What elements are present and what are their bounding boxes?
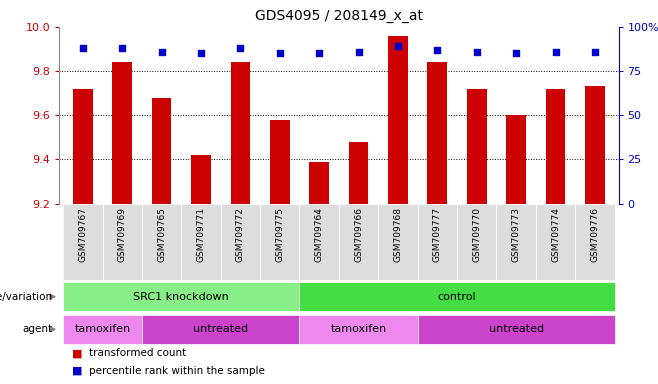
Text: transformed count: transformed count <box>89 348 186 358</box>
Text: ■: ■ <box>72 348 83 358</box>
Text: GSM709764: GSM709764 <box>315 207 324 262</box>
Bar <box>428 62 447 204</box>
Bar <box>388 36 408 204</box>
Point <box>117 45 128 51</box>
Bar <box>103 204 142 280</box>
Text: tamoxifen: tamoxifen <box>74 324 131 334</box>
Point <box>78 45 88 51</box>
Bar <box>545 89 565 204</box>
Bar <box>113 62 132 204</box>
Point <box>511 50 521 56</box>
Bar <box>191 155 211 204</box>
Title: GDS4095 / 208149_x_at: GDS4095 / 208149_x_at <box>255 9 423 23</box>
Text: genotype/variation: genotype/variation <box>0 291 53 302</box>
Bar <box>63 204 103 280</box>
Text: GSM709768: GSM709768 <box>393 207 403 262</box>
Text: GSM709769: GSM709769 <box>118 207 127 262</box>
Bar <box>230 62 250 204</box>
Text: GSM709774: GSM709774 <box>551 207 560 262</box>
Bar <box>299 314 418 344</box>
Bar <box>506 115 526 204</box>
Point <box>353 48 364 55</box>
Text: untreated: untreated <box>193 324 248 334</box>
Text: GSM709775: GSM709775 <box>275 207 284 262</box>
Point <box>235 45 245 51</box>
Point <box>472 48 482 55</box>
Point <box>274 50 285 56</box>
Text: GSM709767: GSM709767 <box>78 207 88 262</box>
Text: percentile rank within the sample: percentile rank within the sample <box>89 366 265 376</box>
Text: control: control <box>438 291 476 302</box>
Text: GSM709771: GSM709771 <box>197 207 205 262</box>
Text: GSM709765: GSM709765 <box>157 207 166 262</box>
Bar <box>63 314 142 344</box>
Text: GSM709766: GSM709766 <box>354 207 363 262</box>
Text: tamoxifen: tamoxifen <box>330 324 387 334</box>
Bar <box>349 142 368 204</box>
Point <box>590 48 600 55</box>
Bar <box>142 314 299 344</box>
Bar <box>182 204 220 280</box>
Bar <box>63 282 299 311</box>
Text: GSM709773: GSM709773 <box>512 207 520 262</box>
Point <box>195 50 206 56</box>
Bar <box>142 204 182 280</box>
Bar <box>575 204 615 280</box>
Bar <box>270 119 290 204</box>
Point <box>157 48 167 55</box>
Bar <box>73 89 93 204</box>
Text: GSM709777: GSM709777 <box>433 207 442 262</box>
Point <box>432 47 443 53</box>
Text: SRC1 knockdown: SRC1 knockdown <box>134 291 229 302</box>
Bar <box>260 204 299 280</box>
Text: GSM709770: GSM709770 <box>472 207 481 262</box>
Bar <box>467 89 486 204</box>
Bar <box>220 204 260 280</box>
Text: agent: agent <box>22 324 53 334</box>
Text: GSM709776: GSM709776 <box>590 207 599 262</box>
Point <box>550 48 561 55</box>
Text: untreated: untreated <box>488 324 544 334</box>
Point <box>393 43 403 50</box>
Bar <box>585 86 605 204</box>
Bar <box>299 282 615 311</box>
Bar <box>457 204 496 280</box>
Bar <box>418 314 615 344</box>
Bar <box>496 204 536 280</box>
Bar <box>339 204 378 280</box>
Bar <box>299 204 339 280</box>
Bar <box>378 204 418 280</box>
Bar <box>152 98 172 204</box>
Point <box>314 50 324 56</box>
Bar <box>536 204 575 280</box>
Text: ■: ■ <box>72 366 83 376</box>
Bar <box>309 162 329 204</box>
Text: GSM709772: GSM709772 <box>236 207 245 262</box>
Bar <box>418 204 457 280</box>
